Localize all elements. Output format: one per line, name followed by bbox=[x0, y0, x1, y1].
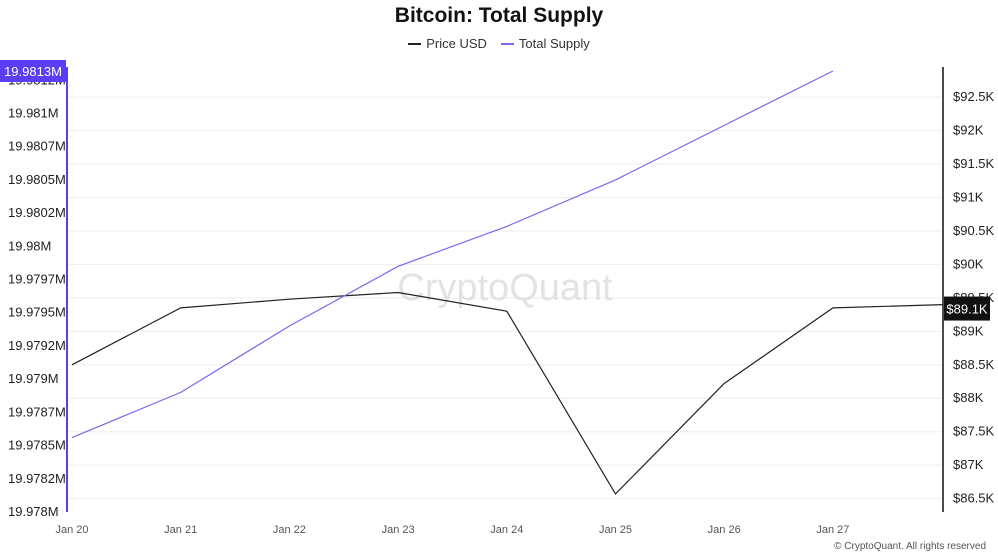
right-tick-label: $90K bbox=[953, 256, 984, 271]
legend-label-total-supply: Total Supply bbox=[518, 36, 590, 51]
left-tick-label: 19.9797M bbox=[8, 272, 66, 287]
right-axis-ticks: $86.5K$87K$87.5K$88K$88.5K$89K$89.5K$90K… bbox=[953, 89, 995, 506]
left-tick-label: 19.979M bbox=[8, 371, 59, 386]
current-value-badges: 19.9813M $89.1K bbox=[0, 59, 990, 321]
legend-swatch-price-usd bbox=[408, 42, 422, 45]
left-tick-label: 19.9785M bbox=[8, 438, 66, 453]
x-tick-label: Jan 21 bbox=[164, 524, 197, 536]
left-tick-label: 19.978M bbox=[8, 504, 59, 519]
x-tick-label: Jan 20 bbox=[55, 524, 88, 536]
left-tick-label: 19.9792M bbox=[8, 338, 66, 353]
left-tick-label: 19.9787M bbox=[8, 404, 66, 419]
right-tick-label: $90.5K bbox=[953, 223, 995, 238]
left-tick-label: 19.9795M bbox=[8, 305, 66, 320]
legend-item-total-supply[interactable]: Total Supply bbox=[500, 36, 590, 51]
left-tick-label: 19.98M bbox=[8, 238, 51, 253]
right-tick-label: $91.5K bbox=[953, 156, 995, 171]
x-tick-label: Jan 23 bbox=[382, 524, 415, 536]
right-current-badge bbox=[944, 296, 990, 321]
watermark: CryptoQuant bbox=[397, 267, 613, 309]
right-tick-label: $92.5K bbox=[953, 89, 995, 104]
x-tick-label: Jan 25 bbox=[599, 524, 632, 536]
series-line-total-supply bbox=[71, 70, 834, 439]
x-tick-label: Jan 27 bbox=[816, 524, 849, 536]
left-axis-ticks: 19.978M 19.9782M 19.9785M 19.9787M 19.979M 19… bbox=[8, 72, 66, 519]
right-tick-label: $86.5K bbox=[953, 491, 995, 506]
right-tick-label: $92K bbox=[953, 123, 984, 138]
left-current-badge bbox=[0, 59, 66, 82]
left-tick-label: 19.9805M bbox=[8, 172, 66, 187]
right-tick-label: $88K bbox=[953, 390, 984, 405]
left-current-label: 19.9813M bbox=[4, 64, 62, 79]
x-tick-label: Jan 26 bbox=[708, 524, 741, 536]
left-tick-label: 19.981M bbox=[8, 105, 59, 120]
right-tick-label: $87K bbox=[953, 457, 984, 472]
x-tick-label: Jan 22 bbox=[273, 524, 306, 536]
right-tick-label: $89K bbox=[953, 323, 984, 338]
legend: Price USD Total Supply bbox=[0, 36, 998, 51]
right-tick-label: $91K bbox=[953, 189, 984, 204]
series-lines bbox=[71, 70, 944, 495]
right-tick-label: $88.5K bbox=[953, 357, 995, 372]
x-axis-ticks: Jan 20 Jan 21 Jan 22 Jan 23 Jan 24 Jan 25 Jan … bbox=[55, 524, 849, 536]
legend-item-price-usd[interactable]: Price USD bbox=[408, 36, 487, 51]
x-tick-label: Jan 24 bbox=[490, 524, 523, 536]
axes bbox=[66, 67, 944, 512]
left-tick-label: 19.9782M bbox=[8, 471, 66, 486]
left-tick-label: 19.9807M bbox=[8, 139, 66, 154]
grid-lines bbox=[67, 96, 943, 500]
right-tick-label: $87.5K bbox=[953, 424, 995, 439]
series-line-price-usd bbox=[71, 291, 944, 495]
right-current-label: $89.1K bbox=[946, 302, 988, 317]
legend-label-price-usd: Price USD bbox=[426, 36, 487, 51]
copyright: © CryptoQuant. All rights reserved bbox=[834, 541, 986, 552]
chart-title: Bitcoin: Total Supply bbox=[394, 4, 604, 27]
left-tick-label: 19.9802M bbox=[8, 205, 66, 220]
legend-swatch-total-supply bbox=[500, 42, 514, 45]
